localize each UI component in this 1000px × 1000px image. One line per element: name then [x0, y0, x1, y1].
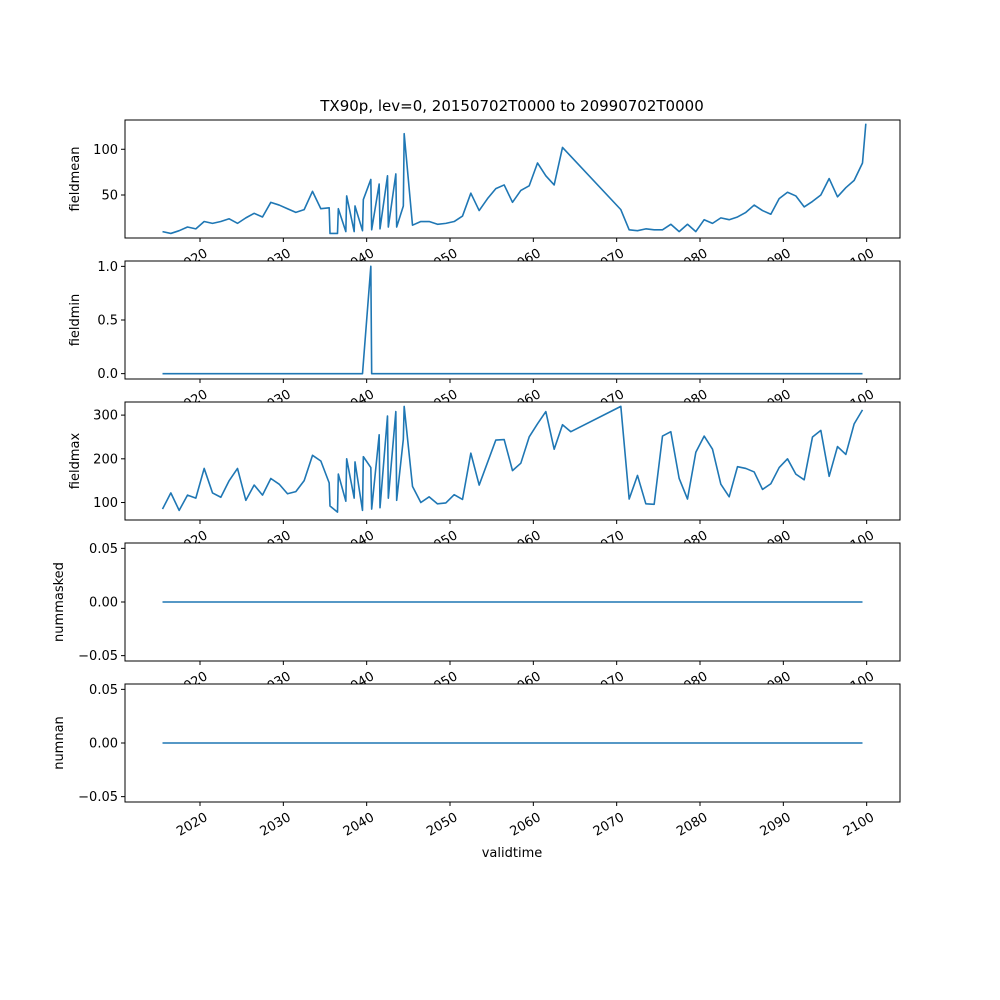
subplot-numnan: −0.05 0.00 0.05 2020 2030 2040 2050 2060 2070 208… [52, 683, 901, 840]
y-tick-label: 1.0 [97, 260, 118, 275]
y-tick-label: 0.5 [97, 314, 118, 329]
x-tick-label: 2080 [674, 810, 710, 840]
panel-background [125, 684, 900, 705]
y-tick-label: 200 [93, 452, 118, 467]
y-tick-label: 0.00 [89, 596, 118, 611]
x-tick-label: 2100 [841, 810, 877, 840]
y-axis-label-fieldmin: fieldmin [68, 294, 83, 347]
x-tick-label: 2040 [341, 810, 377, 840]
axes-frame-fieldmax [124, 401, 901, 521]
y-tick-label: −0.05 [78, 649, 118, 664]
series-line-fieldmax [161, 405, 864, 513]
y-tick-label: 100 [93, 496, 118, 511]
y-tick-label: 300 [93, 409, 118, 424]
y-tick-label: 0.05 [89, 542, 118, 557]
series-line-fieldmin [162, 265, 863, 375]
x-tick-label: 2020 [174, 810, 210, 840]
x-axis-label: validtime [482, 846, 543, 861]
y-tick-label: 100 [93, 143, 118, 158]
y-tick-label: 0.0 [97, 367, 118, 382]
series-line-fieldmean [162, 123, 867, 235]
y-axis-label-numnan: numnan [52, 716, 67, 770]
y-tick-label: 0.00 [89, 737, 118, 752]
x-tick-label: 2070 [591, 810, 627, 840]
subplot-stack: 50 100 2020 2030 2040 2050 2060 2070 2080 2090 210… [52, 119, 901, 840]
axes-frame-fieldmean [124, 119, 901, 239]
x-tick-label: 2090 [758, 810, 794, 840]
figure-title: TX90p, lev=0, 20150702T0000 to 20990702T… [319, 97, 703, 115]
y-axis-label-fieldmean: fieldmean [68, 147, 83, 212]
panel-background [125, 402, 900, 423]
y-tick-label: 0.05 [89, 683, 118, 698]
panel-background [125, 543, 900, 564]
y-axis-label-nummasked: nummasked [52, 562, 67, 642]
x-tick-label: 2050 [424, 810, 460, 840]
x-tick-label: 2060 [508, 810, 544, 840]
y-tick-label: −0.05 [78, 790, 118, 805]
y-axis-label-fieldmax: fieldmax [68, 433, 83, 490]
y-tick-label: 50 [101, 189, 118, 204]
panel-background [125, 261, 900, 282]
x-tick-label: 2030 [258, 810, 294, 840]
